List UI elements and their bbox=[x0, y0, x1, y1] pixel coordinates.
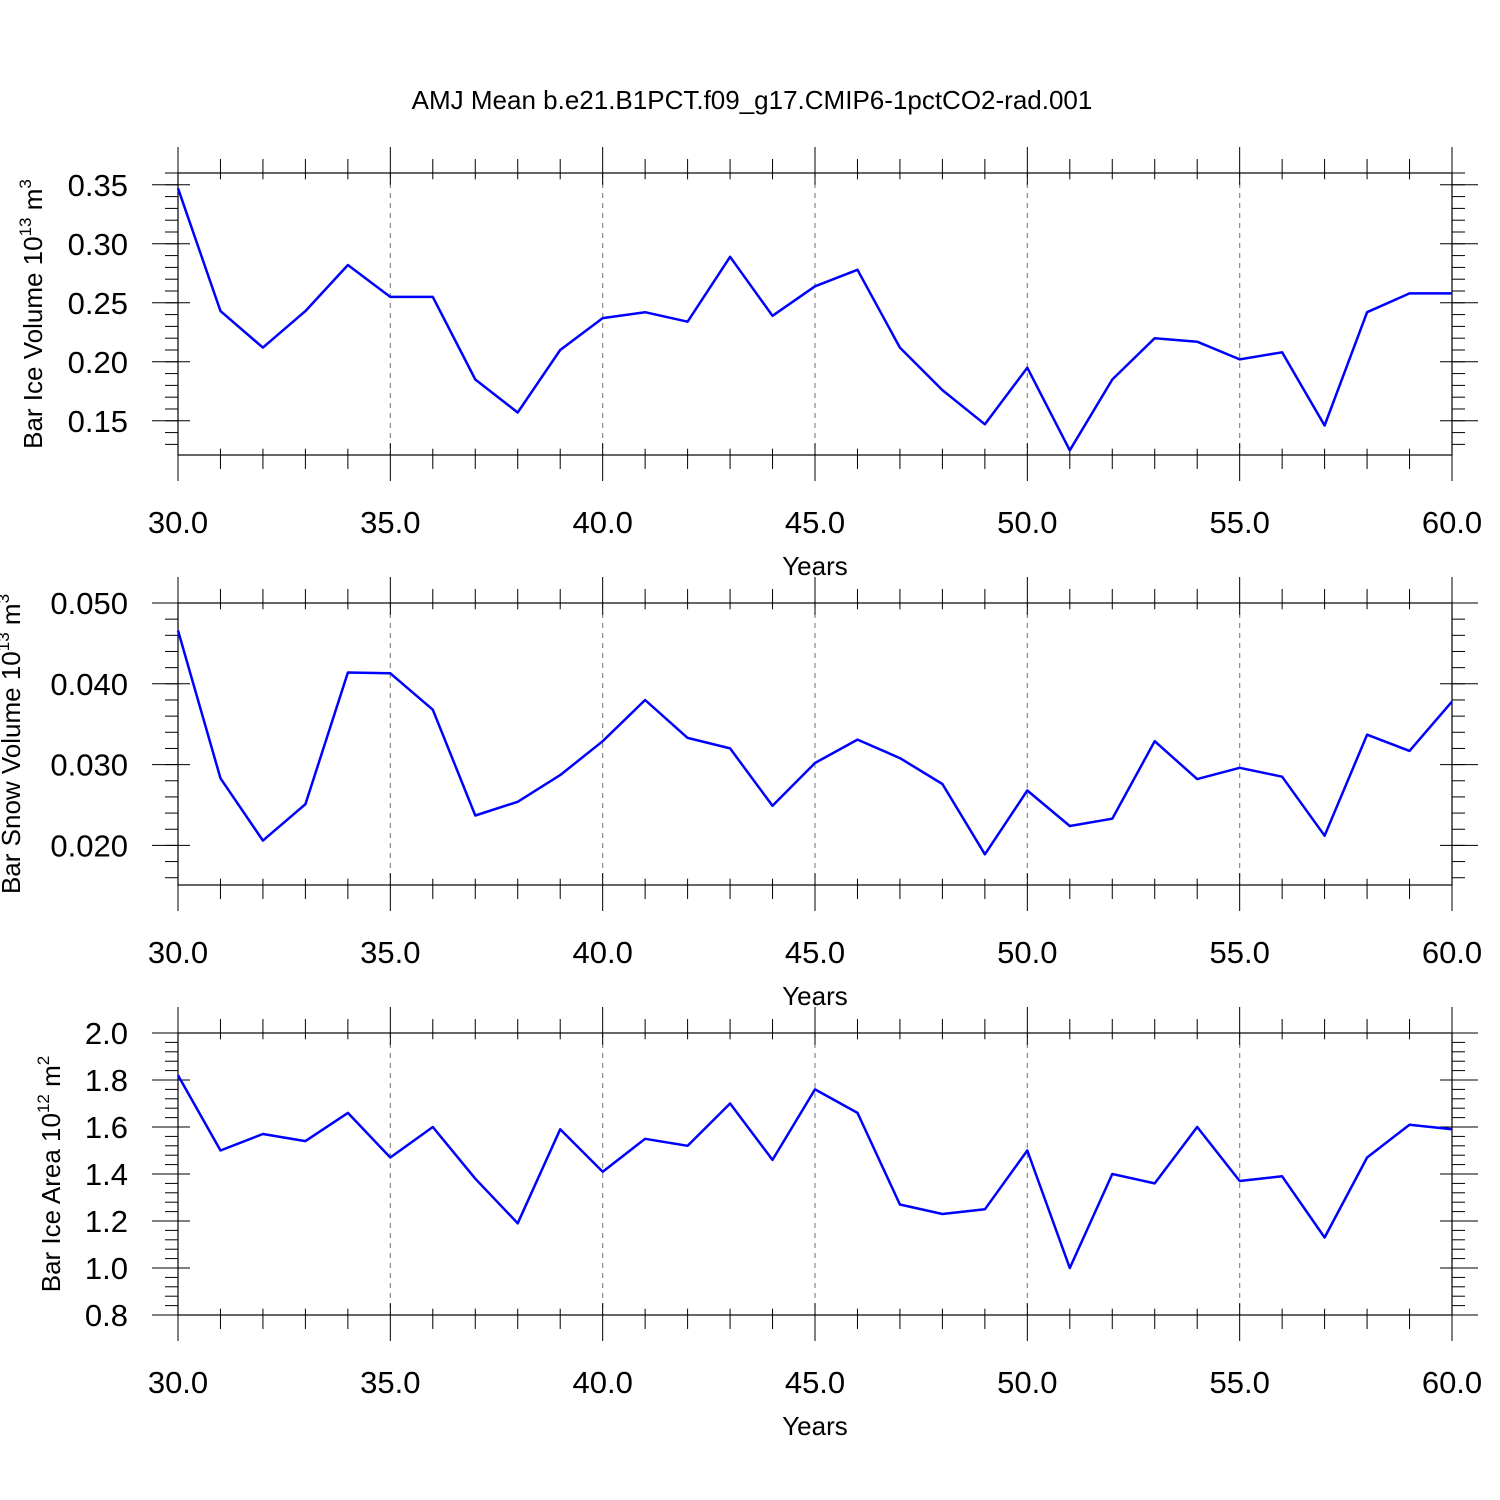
x-tick-label: 30.0 bbox=[148, 505, 208, 540]
x-tick-label: 45.0 bbox=[785, 935, 845, 970]
x-tick-label: 40.0 bbox=[572, 935, 632, 970]
y-tick-label: 1.6 bbox=[85, 1110, 128, 1145]
x-tick-label: 55.0 bbox=[1209, 505, 1269, 540]
x-tick-label: 35.0 bbox=[360, 505, 420, 540]
x-tick-label: 55.0 bbox=[1209, 1365, 1269, 1400]
y-tick-label: 0.35 bbox=[68, 168, 128, 203]
x-tick-label: 50.0 bbox=[997, 935, 1057, 970]
chart-panels: 30.0 35.0 40.0 45.0 50.0 55.0 60.0 0.15 0.20 0.25… bbox=[0, 147, 1482, 1441]
y-tick-label: 0.30 bbox=[68, 227, 128, 262]
x-tick-label: 60.0 bbox=[1422, 1365, 1482, 1400]
y-axis-label: Bar Ice Volume 1013 m3 bbox=[16, 179, 48, 449]
y-tick-label: 1.0 bbox=[85, 1251, 128, 1286]
y-axis-label: Bar Snow Volume 1013 m3 bbox=[0, 594, 26, 894]
y-axis-label: Bar Ice Area 1012 m2 bbox=[34, 1056, 66, 1293]
panel-ice-area: 30.0 35.0 40.0 45.0 50.0 55.0 60.0 0.8 1.0 1.2 1.4… bbox=[34, 1007, 1482, 1441]
x-tick-label: 35.0 bbox=[360, 935, 420, 970]
panel-ice-volume: 30.0 35.0 40.0 45.0 50.0 55.0 60.0 0.15 0.20 0.25… bbox=[16, 147, 1482, 581]
x-tick-label: 30.0 bbox=[148, 935, 208, 970]
x-tick-label: 45.0 bbox=[785, 1365, 845, 1400]
plot-frame bbox=[177, 172, 1453, 456]
y-tick-label: 0.25 bbox=[68, 286, 128, 321]
y-tick-label: 0.20 bbox=[68, 345, 128, 380]
x-tick-label: 60.0 bbox=[1422, 935, 1482, 970]
y-tick-label: 0.8 bbox=[85, 1298, 128, 1333]
x-tick-label: 50.0 bbox=[997, 1365, 1057, 1400]
y-tick-label: 0.040 bbox=[50, 667, 128, 702]
y-tick-label: 2.0 bbox=[85, 1016, 128, 1051]
series-line-ice-volume bbox=[176, 187, 1452, 452]
y-tick-label: 0.020 bbox=[50, 828, 128, 863]
y-tick-label: 1.2 bbox=[85, 1204, 128, 1239]
x-tick-label: 55.0 bbox=[1209, 935, 1269, 970]
y-tick-label: 0.15 bbox=[68, 404, 128, 439]
panel-snow-volume: 30.0 35.0 40.0 45.0 50.0 55.0 60.0 0.020 0.030 0.… bbox=[0, 577, 1482, 1011]
y-tick-label: 0.030 bbox=[50, 748, 128, 783]
x-tick-label: 40.0 bbox=[572, 1365, 632, 1400]
x-axis-label: Years bbox=[782, 981, 848, 1011]
y-tick-label: 1.4 bbox=[85, 1157, 128, 1192]
y-tick-label: 1.8 bbox=[85, 1063, 128, 1098]
series-line-snow-volume bbox=[176, 630, 1453, 856]
plot-frame bbox=[177, 1032, 1453, 1316]
x-axis-label: Years bbox=[782, 1411, 848, 1441]
x-tick-label: 60.0 bbox=[1422, 505, 1482, 540]
x-tick-label: 40.0 bbox=[572, 505, 632, 540]
x-tick-label: 35.0 bbox=[360, 1365, 420, 1400]
x-axis-label: Years bbox=[782, 551, 848, 581]
x-tick-label: 30.0 bbox=[148, 1365, 208, 1400]
x-tick-label: 45.0 bbox=[785, 505, 845, 540]
series-line-ice-area bbox=[176, 1074, 1453, 1270]
y-tick-label: 0.050 bbox=[50, 586, 128, 621]
x-tick-label: 50.0 bbox=[997, 505, 1057, 540]
chart-title: AMJ Mean b.e21.B1PCT.f09_g17.CMIP6-1pctC… bbox=[412, 85, 1093, 115]
plot-frame bbox=[177, 602, 1453, 886]
